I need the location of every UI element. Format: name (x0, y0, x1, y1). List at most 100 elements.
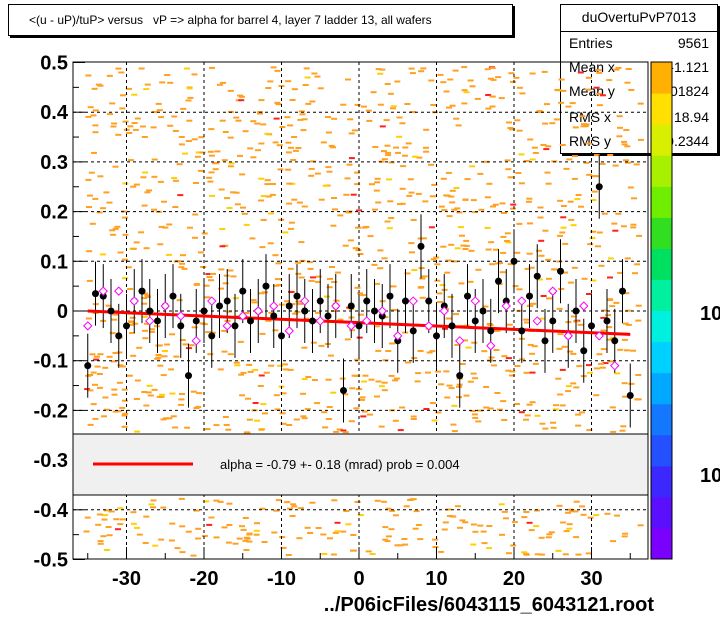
background-bin (234, 364, 241, 367)
background-bin (381, 381, 388, 384)
legend-box (72, 433, 649, 496)
background-bin (600, 316, 607, 319)
background-bin (156, 344, 163, 347)
data-point-filled (378, 312, 386, 320)
data-point-filled (464, 292, 471, 300)
background-bin (568, 281, 575, 284)
background-bin (411, 269, 418, 271)
background-bin (292, 149, 299, 152)
background-bin (237, 340, 244, 343)
background-bin (218, 287, 224, 290)
background-bin (611, 222, 618, 225)
background-bin (514, 403, 520, 405)
background-bin (459, 363, 466, 365)
background-bin (526, 252, 533, 255)
background-bin (375, 349, 382, 352)
background-bin (593, 175, 600, 178)
background-bin (460, 244, 467, 247)
data-point-diamond (424, 321, 434, 331)
background-bin (83, 530, 90, 533)
background-bin (472, 377, 479, 380)
background-bin (277, 168, 284, 171)
background-bin (111, 122, 118, 125)
background-bin (512, 285, 519, 288)
background-bin (360, 294, 367, 297)
background-bin (372, 146, 379, 148)
background-bin (269, 193, 276, 196)
background-bin (390, 107, 396, 110)
background-bin (532, 362, 539, 365)
background-bin (270, 183, 276, 185)
background-bin (204, 428, 211, 431)
background-bin (494, 262, 501, 265)
background-bin (285, 151, 292, 154)
background-bin (627, 186, 634, 189)
background-bin (506, 121, 512, 124)
stats-value: 18.94 (673, 109, 709, 125)
background-bin (451, 260, 458, 263)
background-bin (92, 312, 99, 314)
background-bin (279, 126, 286, 128)
background-bin (621, 338, 628, 341)
background-bin (357, 313, 364, 316)
background-bin (258, 99, 265, 102)
background-bin (157, 243, 164, 246)
background-bin (408, 67, 415, 70)
background-bin (291, 505, 298, 508)
data-point-filled (479, 307, 487, 315)
background-bin (571, 315, 577, 318)
background-bin (162, 226, 169, 229)
background-bin (607, 299, 614, 301)
background-bin (442, 327, 448, 330)
background-bin (263, 371, 270, 374)
background-bin (445, 508, 452, 511)
background-bin (602, 362, 609, 365)
background-bin (518, 411, 525, 414)
background-bin (314, 75, 321, 78)
background-bin (374, 181, 381, 184)
background-bin (361, 226, 368, 229)
background-bin (242, 539, 249, 542)
background-bin (481, 350, 488, 353)
background-bin (576, 365, 583, 368)
data-point-filled (409, 327, 417, 335)
background-bin (232, 297, 239, 300)
background-bin (326, 406, 333, 408)
background-bin (495, 76, 502, 79)
background-bin (565, 385, 572, 388)
background-bin (350, 534, 357, 536)
background-bin (97, 542, 104, 545)
background-bin (463, 91, 470, 94)
background-bin (258, 292, 265, 295)
background-bin (598, 362, 604, 365)
background-bin (112, 352, 119, 354)
background-bin (555, 377, 562, 380)
background-bin (295, 300, 302, 303)
background-bin (422, 200, 429, 203)
data-point-diamond (346, 321, 356, 331)
data-point-filled (107, 307, 115, 315)
background-bin (562, 553, 569, 556)
background-bin (634, 263, 641, 266)
background-bin (381, 150, 387, 153)
background-bin (307, 267, 314, 270)
background-bin (92, 383, 98, 386)
background-bin (262, 291, 268, 294)
background-bin (156, 109, 163, 112)
background-bin (570, 382, 577, 385)
background-bin (440, 81, 447, 84)
background-bin (264, 179, 271, 182)
background-bin (578, 205, 584, 208)
background-bin (122, 216, 129, 219)
background-bin (259, 246, 266, 249)
background-bin (293, 418, 300, 421)
background-bin (158, 116, 165, 119)
background-bin (543, 103, 550, 106)
stats-key: Entries (569, 35, 613, 51)
background-bin (556, 347, 563, 350)
background-bin (365, 550, 372, 553)
background-bin (617, 348, 624, 351)
background-bin (440, 245, 447, 248)
background-bin (247, 147, 254, 150)
background-bin (590, 279, 597, 282)
